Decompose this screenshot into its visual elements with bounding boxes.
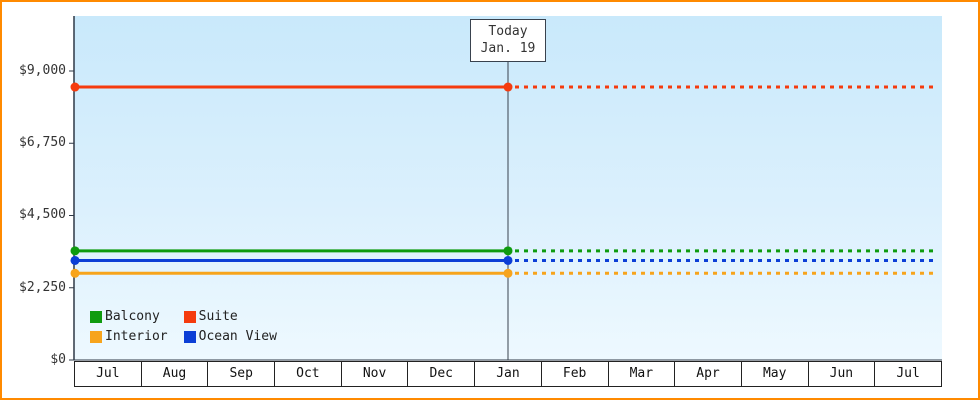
legend-label: Balcony — [105, 309, 160, 324]
x-axis-label: Sep — [208, 362, 276, 386]
today-date: Jan. 19 — [480, 41, 536, 56]
legend-label: Interior — [105, 329, 168, 344]
x-axis-label: Aug — [142, 362, 209, 386]
x-axis-label: Mar — [609, 362, 676, 386]
x-axis-label: Jul — [896, 366, 920, 381]
x-axis-label: May — [742, 362, 809, 386]
legend-item-ocean-view: Ocean View — [183, 329, 277, 344]
legend-label: Ocean View — [198, 329, 277, 344]
balcony-swatch — [90, 310, 102, 323]
y-tick-label: $6,750 — [19, 135, 66, 150]
x-axis-label: Jun — [809, 362, 876, 386]
y-tick-label: $0 — [50, 352, 66, 367]
x-axis-label: Dec — [408, 362, 476, 386]
legend: Balcony Suite Interior Ocean View — [90, 309, 277, 344]
legend-item-interior: Interior — [90, 329, 168, 344]
x-axis-label: Apr — [675, 362, 742, 386]
y-tick-label: $2,250 — [19, 280, 66, 295]
today-marker-box: Today Jan. 19 — [470, 19, 546, 62]
x-axis-label: Jul — [75, 362, 142, 386]
ocean-view-swatch — [183, 330, 196, 343]
legend-item-balcony: Balcony — [90, 309, 168, 324]
x-axis-label: Jan — [475, 362, 542, 386]
legend-label: Suite — [198, 309, 238, 324]
suite-swatch — [183, 310, 196, 323]
x-axis-label: Nov — [342, 362, 409, 386]
legend-item-suite: Suite — [183, 309, 277, 324]
today-label: Today — [488, 24, 528, 39]
interior-swatch — [90, 330, 102, 343]
y-tick-label: $9,000 — [19, 63, 66, 78]
x-axis-label: Oct — [275, 362, 342, 386]
y-tick-label: $4,500 — [19, 207, 66, 222]
x-axis: Jul Aug Sep Oct Nov Dec Jan Feb Mar Apr … — [74, 361, 942, 387]
x-axis-label: Feb — [542, 362, 609, 386]
